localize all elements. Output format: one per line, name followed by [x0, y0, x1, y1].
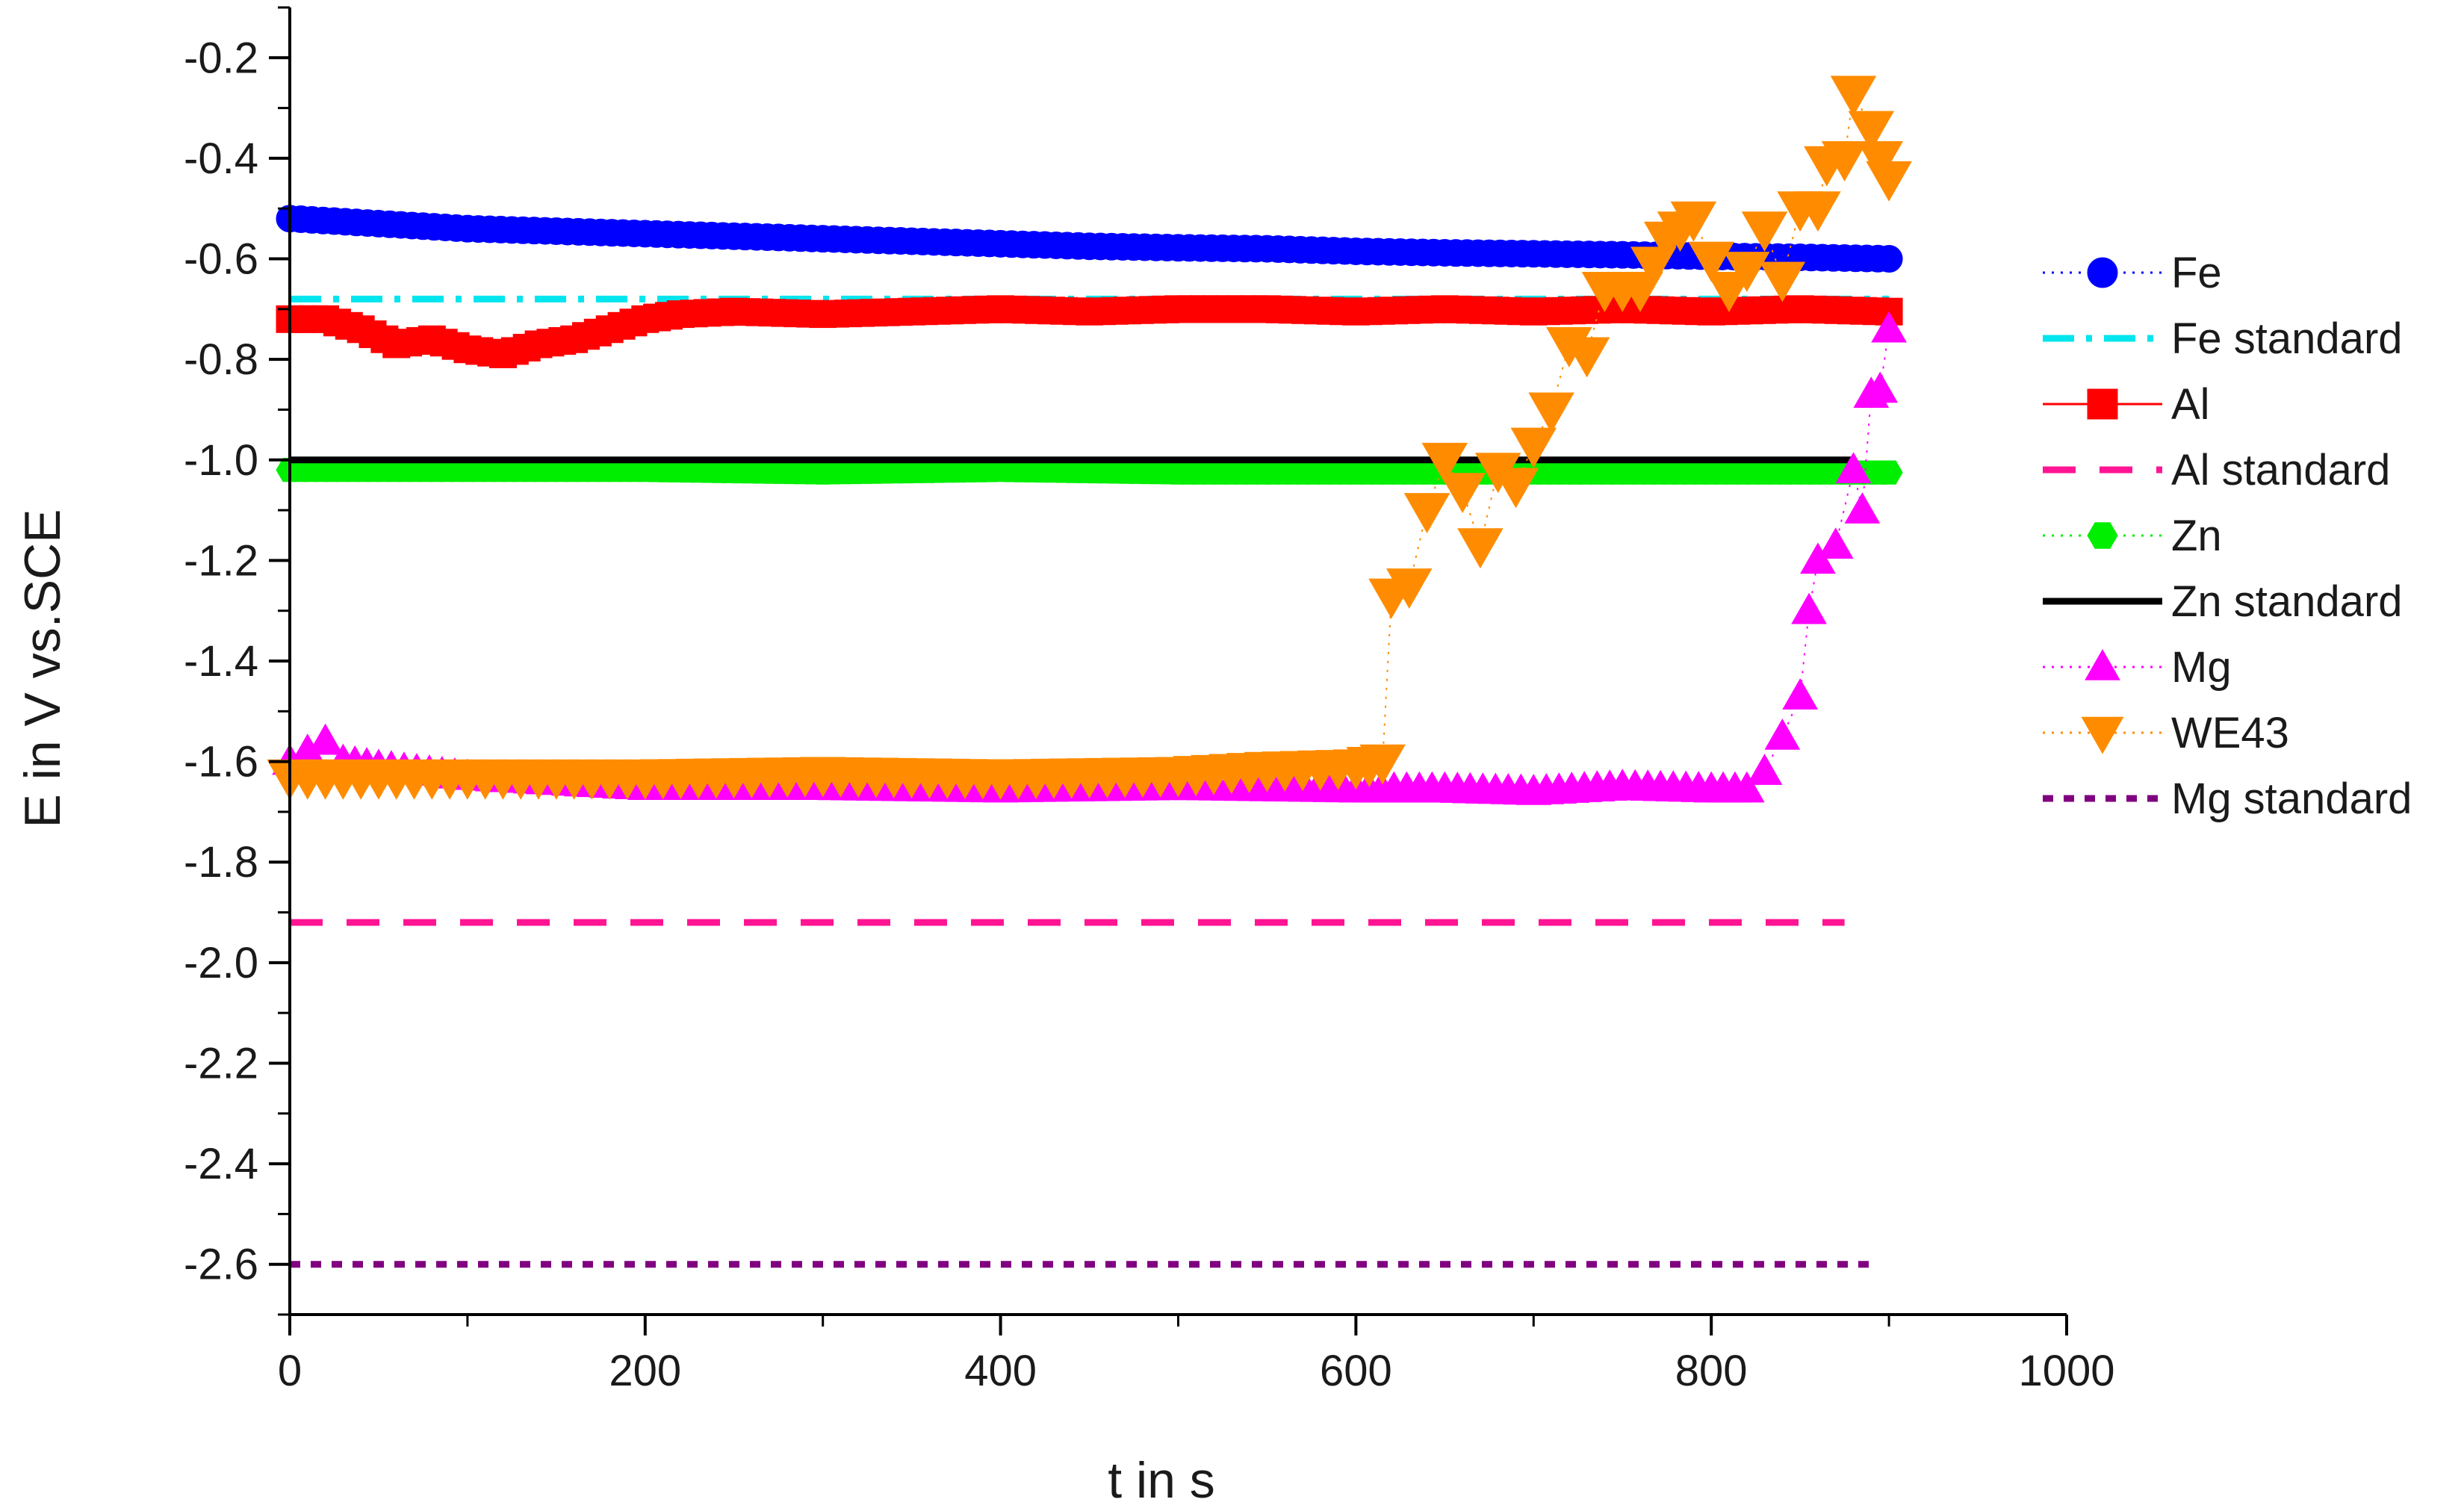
legend-entry: Zn — [2043, 512, 2222, 560]
y-tick-label: -2.0 — [184, 939, 258, 987]
series-line — [290, 90, 1890, 778]
data-point — [1706, 271, 1752, 312]
data-point — [1492, 468, 1539, 509]
legend-entry: Al standard — [2043, 446, 2390, 494]
legend: Fe Fe standard Al Al standard Zn Zn standard M… — [2043, 249, 2412, 823]
y-tick-label: -1.6 — [184, 738, 258, 786]
series-al — [276, 295, 1903, 368]
series-zn — [276, 458, 1903, 485]
data-point — [1670, 201, 1717, 242]
legend-label: Mg — [2171, 643, 2232, 692]
legend-label: Mg standard — [2171, 775, 2412, 823]
data-point — [1862, 371, 1899, 403]
legend-entry: Zn standard — [2043, 577, 2403, 626]
legend-entry: Fe — [2043, 249, 2222, 297]
data-point — [1688, 241, 1734, 282]
data-point — [1848, 111, 1895, 152]
y-tick-label: -2.2 — [184, 1039, 258, 1088]
x-tick-label: 800 — [1675, 1347, 1748, 1395]
y-tick-label: -0.4 — [184, 134, 258, 183]
y-tick-label: -1.2 — [184, 536, 258, 585]
data-point — [1835, 452, 1872, 483]
data-point — [1746, 754, 1783, 785]
legend-marker — [2087, 257, 2118, 288]
data-point — [1871, 311, 1907, 343]
legend-marker — [2085, 648, 2120, 680]
legend-label: WE43 — [2171, 709, 2289, 757]
x-axis-title: t in s — [1108, 1452, 1215, 1509]
x-tick-label: 0 — [278, 1347, 302, 1395]
legend-marker — [2087, 522, 2118, 549]
data-point — [307, 723, 344, 755]
data-point — [1403, 493, 1450, 533]
data-point — [1386, 568, 1433, 609]
data-point — [1857, 140, 1903, 181]
data-point — [1439, 473, 1486, 514]
legend-label: Al standard — [2171, 446, 2390, 494]
data-point — [1782, 678, 1819, 710]
data-point — [1528, 392, 1574, 433]
data-point — [1791, 592, 1827, 624]
legend-entry: Mg standard — [2043, 775, 2412, 823]
x-tick-label: 200 — [609, 1347, 681, 1395]
legend-label: Fe — [2171, 249, 2222, 297]
y-tick-label: -1.8 — [184, 838, 258, 887]
legend-marker — [2081, 716, 2124, 754]
legend-label: Fe standard — [2171, 314, 2403, 363]
data-point — [1359, 744, 1406, 785]
legend-entry: WE43 — [2043, 709, 2289, 757]
data-point — [1844, 492, 1881, 524]
data-point — [1510, 427, 1557, 468]
y-tick-label: -2.4 — [184, 1140, 258, 1188]
legend-entry: Mg — [2043, 643, 2232, 692]
data-point — [1741, 211, 1788, 252]
data-layer — [267, 75, 1912, 1268]
data-point — [1724, 252, 1770, 292]
data-point — [1457, 528, 1503, 569]
y-tick-label: -0.2 — [184, 34, 258, 82]
y-tick-label: -1.4 — [184, 637, 258, 686]
data-point — [1821, 140, 1868, 181]
data-point — [1728, 771, 1765, 803]
axes-layer: 0 200 400 600 800 1000 -0.2 -0.4 -0.6 -0.8 -1.0 -1.… — [184, 6, 2115, 1395]
y-tick-label: -2.6 — [184, 1241, 258, 1289]
data-point — [1875, 460, 1903, 485]
data-point — [1866, 161, 1912, 202]
data-point — [1795, 191, 1841, 232]
x-tick-label: 400 — [964, 1347, 1037, 1395]
series-we43 — [267, 75, 1912, 800]
data-point — [1421, 442, 1468, 483]
legend-entry: Fe standard — [2043, 314, 2403, 363]
series-line — [289, 329, 1890, 793]
series-fe — [276, 205, 1903, 273]
x-tick-label: 1000 — [2018, 1347, 2114, 1395]
y-tick-label: -0.6 — [184, 235, 258, 284]
legend-marker — [2087, 388, 2118, 420]
data-point — [1764, 718, 1801, 750]
y-axis-title: E in V vs.SCE — [14, 509, 71, 828]
y-tick-label: -1.0 — [184, 436, 258, 485]
legend-label: Al — [2171, 380, 2210, 429]
y-tick-label: -0.8 — [184, 335, 258, 384]
legend-label: Zn — [2171, 512, 2222, 560]
data-point — [1830, 75, 1877, 117]
data-point — [1875, 245, 1903, 273]
data-point — [1563, 337, 1610, 378]
x-tick-label: 600 — [1320, 1347, 1392, 1395]
data-point — [1817, 527, 1854, 559]
data-point — [1759, 261, 1806, 302]
series-mg — [272, 311, 1907, 805]
legend-label: Zn standard — [2171, 577, 2403, 626]
legend-entry: Al — [2043, 380, 2210, 429]
